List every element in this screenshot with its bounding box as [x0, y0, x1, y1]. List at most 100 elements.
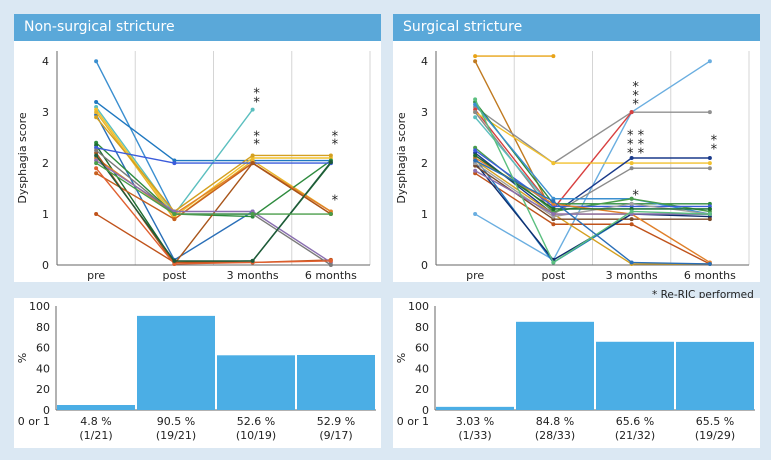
- data-point: [94, 161, 99, 166]
- series-line: [95, 155, 332, 262]
- series-line: [95, 147, 331, 164]
- data-point: [94, 99, 99, 104]
- series-line: [474, 159, 710, 265]
- y-tick-label: 4: [421, 55, 428, 68]
- series-line: [95, 167, 331, 265]
- bar: [596, 341, 674, 410]
- data-point: [250, 161, 255, 166]
- bar: [436, 406, 514, 410]
- series-line: [474, 170, 710, 215]
- series-line: [95, 116, 331, 213]
- plot-surgical-bars: 0 20 40 60 80 100% 3.03 % (1/33) 84.8 % (28/33) 65…: [378, 298, 760, 448]
- data-point: [473, 102, 478, 107]
- data-point: [328, 263, 333, 267]
- x-tick-label: pre: [466, 269, 484, 282]
- data-point: [94, 148, 99, 153]
- data-point: [473, 110, 478, 115]
- y-tick-label: 2: [421, 157, 428, 170]
- y-tick-label: 1: [421, 208, 428, 221]
- data-point: [94, 212, 99, 217]
- data-point: [629, 156, 634, 160]
- annotation-asterisk: *: [632, 89, 639, 104]
- bar-value-label: 65.6 %: [616, 415, 654, 428]
- data-point: [629, 110, 634, 115]
- series-line: [474, 172, 711, 265]
- y-tick-label: 3: [42, 106, 49, 119]
- bar-chart-non-surgical: 0 20 40 60 80 100% 4.8 %(1/21) 90.5 %(19/21) 52.…: [0, 300, 376, 442]
- data-point: [250, 153, 255, 158]
- data-point: [94, 171, 99, 176]
- y-tick-label: 0: [42, 259, 49, 272]
- y-axis-label: Dysphagia score: [16, 112, 29, 203]
- data-point: [551, 199, 556, 204]
- data-point: [629, 217, 634, 222]
- plot-non-surgical-bars: 0 20 40 60 80 100% 4.8 % (1/21) 90.5 % (19/21) 52.…: [0, 298, 381, 448]
- series-line: [95, 60, 253, 215]
- x-tick-label: 3 months: [606, 269, 658, 282]
- y-tick-label: 40: [36, 362, 50, 375]
- x-axis-label: DS 0 or 1: [393, 415, 429, 428]
- data-point: [551, 222, 556, 227]
- x-tick-label: post: [162, 269, 186, 282]
- series-line: [95, 159, 332, 264]
- annotation-asterisk: * *: [627, 146, 645, 161]
- data-point: [172, 261, 177, 266]
- data-point: [707, 212, 712, 217]
- data-point: [473, 115, 478, 120]
- data-point: [473, 153, 478, 158]
- data-point: [629, 166, 634, 171]
- bar-value-label: 52.9 %: [317, 415, 355, 428]
- data-point: [172, 161, 177, 166]
- data-point: [707, 156, 712, 160]
- data-point: [328, 212, 333, 217]
- data-point: [94, 115, 99, 120]
- y-tick-label: 100: [29, 300, 50, 313]
- data-point: [473, 59, 478, 64]
- y-tick-label: 100: [408, 300, 429, 313]
- annotation-asterisk: *: [632, 80, 639, 95]
- annotation-asterisk: * *: [627, 129, 645, 144]
- series-line: [474, 159, 710, 265]
- series-line: [474, 149, 710, 208]
- data-point: [328, 153, 333, 158]
- y-tick-label: 60: [415, 342, 429, 355]
- annotation-asterisk: *: [632, 189, 639, 204]
- data-point: [629, 196, 634, 201]
- data-point: [473, 168, 478, 173]
- data-point: [707, 166, 712, 171]
- data-point: [94, 59, 99, 64]
- data-point: [551, 260, 556, 265]
- data-point: [629, 222, 634, 227]
- data-point: [707, 59, 712, 64]
- plot-surgical-lines: 0 1 2 3 4 pre post 3 months 6 months Dysphagia sc…: [393, 41, 760, 282]
- bar-count-label: (1/21): [79, 429, 112, 442]
- bar: [516, 321, 594, 410]
- data-point: [551, 161, 556, 166]
- data-point: [707, 110, 712, 115]
- line-chart-surgical: 0 1 2 3 4 pre post 3 months 6 months Dysphagia sc…: [395, 51, 750, 282]
- data-point: [629, 201, 634, 206]
- data-point: [328, 258, 333, 263]
- data-point: [250, 212, 255, 217]
- series-line: [95, 101, 331, 162]
- y-tick-label: 0: [421, 259, 428, 272]
- y-tick-label: 2: [42, 157, 49, 170]
- bar-count-label: (19/21): [156, 429, 196, 442]
- data-point: [94, 166, 99, 171]
- data-point: [473, 212, 478, 217]
- data-point: [172, 217, 177, 222]
- bar: [217, 355, 295, 410]
- bar-count-label: (9/17): [319, 429, 352, 442]
- bar-value-label: 3.03 %: [456, 415, 494, 428]
- bar-value-label: 65.5 %: [696, 415, 734, 428]
- x-tick-label: pre: [87, 269, 105, 282]
- data-point: [172, 258, 177, 263]
- data-point: [473, 148, 478, 153]
- bar: [297, 354, 375, 410]
- y-tick-label: 40: [415, 362, 429, 375]
- x-axis-label: DS 0 or 1: [14, 415, 50, 428]
- bar: [676, 341, 754, 410]
- data-point: [551, 206, 556, 211]
- y-tick-label: 60: [36, 342, 50, 355]
- panel-title-surgical: Surgical stricture: [393, 14, 760, 41]
